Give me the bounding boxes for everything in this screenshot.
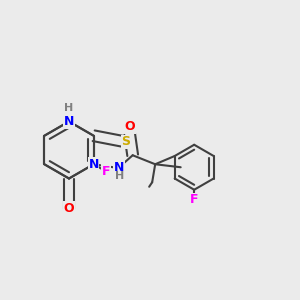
- Text: O: O: [64, 202, 74, 215]
- Text: F: F: [190, 194, 198, 206]
- Text: N: N: [64, 115, 74, 128]
- Text: H: H: [64, 103, 74, 113]
- Text: N: N: [114, 161, 124, 174]
- Text: H: H: [115, 171, 124, 181]
- Text: N: N: [88, 158, 99, 171]
- Text: F: F: [102, 165, 110, 178]
- Text: S: S: [122, 136, 130, 148]
- Text: O: O: [124, 120, 135, 133]
